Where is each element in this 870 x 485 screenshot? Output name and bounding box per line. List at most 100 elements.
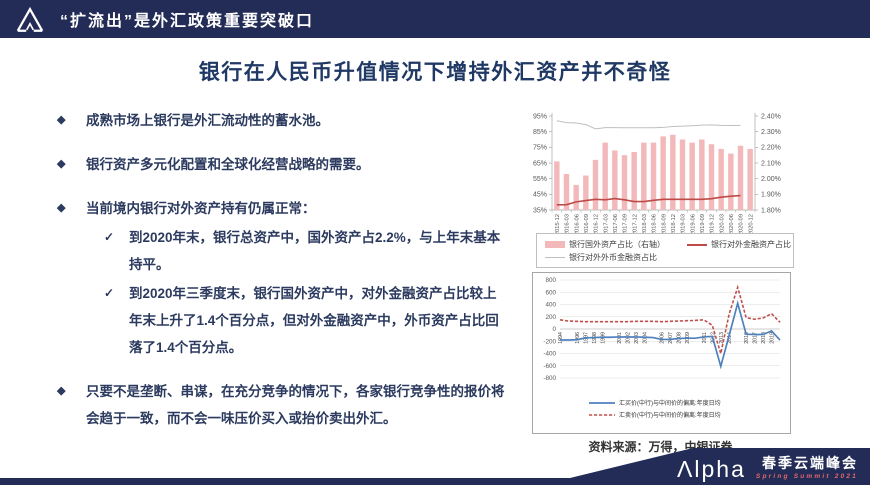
svg-text:2016-06: 2016-06 — [574, 214, 580, 233]
svg-text:200: 200 — [545, 314, 556, 321]
svg-text:2020-12: 2020-12 — [748, 214, 754, 233]
bullet-text: 只要不是垄断、串谋，在充分竞争的情况下，各家银行竞争性的报价将会趋于一致，而不会… — [86, 384, 505, 426]
svg-text:55%: 55% — [533, 176, 547, 183]
check-bullet-icon: ✓ — [104, 286, 115, 300]
bullet-item: ◆ 只要不是垄断、串谋，在充分竞争的情况下，各家银行竞争性的报价将会趋于一致，而不… — [57, 378, 509, 432]
bank-foreign-assets-ratio-chart: 35% 45% 55% 65% 75% 85% 95% 1.80% 1.90% 2.00% 2.10… — [533, 113, 781, 233]
bullet-item: ◆ 成熟市场上银行是外汇流动性的蓄水池。 — [57, 107, 509, 134]
legend-label: 银行对外金融资产占比 — [711, 240, 791, 249]
deviation-line-1 — [559, 284, 781, 354]
diamond-bullet-icon: ◆ — [57, 385, 66, 397]
bullet-text: 成熟市场上银行是外汇流动性的蓄水池。 — [86, 113, 329, 128]
bullet-item: ◆ 当前境内银行对外资产持有仍属正常： — [57, 195, 509, 222]
svg-text:2013: 2013 — [719, 332, 725, 344]
svg-text:400: 400 — [545, 302, 556, 309]
bullet-text: 到2020年三季度末，银行国外资产中，对外金融资产占比较上年末上升了1.4个百分… — [129, 286, 499, 355]
fx-rate-deviation-chart: 800 600 400 200 0 -200 -400 -600 -800 1994 1996 199… — [532, 272, 791, 434]
svg-text:2020-06: 2020-06 — [729, 214, 735, 233]
svg-text:2018-03: 2018-03 — [642, 214, 648, 233]
svg-text:2019-03: 2019-03 — [681, 214, 687, 233]
svg-text:2018-12: 2018-12 — [671, 214, 677, 233]
svg-text:汇卖价(中行)与中间价的偏离:年度日均: 汇卖价(中行)与中间价的偏离:年度日均 — [619, 411, 721, 419]
svg-text:2016: 2016 — [744, 332, 750, 344]
header-title: “扩流出”是外汇政策重要突破口 — [60, 13, 315, 30]
bullet-list: ◆ 成熟市场上银行是外汇流动性的蓄水池。 ◆ 银行资产多元化配置和全球化经营战略的需要… — [57, 107, 509, 432]
footer-brand: Λlpha 春季云端峰会 Spring Summit 2021 — [677, 455, 858, 482]
svg-text:2006: 2006 — [660, 332, 666, 344]
svg-text:600: 600 — [545, 289, 556, 296]
bullet-text: 当前境内银行对外资产持有仍属正常： — [86, 201, 316, 216]
svg-text:65%: 65% — [533, 160, 547, 167]
sub-bullet-item: ✓ 到2020年三季度末，银行国外资产中，对外金融资产占比较上年末上升了1.4个百… — [104, 280, 509, 361]
svg-text:2017-09: 2017-09 — [623, 214, 629, 233]
svg-text:2.20%: 2.20% — [761, 145, 781, 152]
svg-text:1.80%: 1.80% — [761, 207, 781, 214]
alpha-logo: Λlpha — [677, 456, 746, 482]
legend-label: 银行国外资产占比（右轴） — [569, 240, 665, 249]
svg-text:2019: 2019 — [770, 332, 776, 344]
svg-text:2017-03: 2017-03 — [603, 214, 609, 233]
svg-text:2019-09: 2019-09 — [700, 214, 706, 233]
svg-text:2003: 2003 — [634, 332, 640, 344]
deviation-line-0 — [560, 300, 781, 370]
gray-line-swatch-icon — [545, 257, 565, 258]
svg-text:2020-03: 2020-03 — [719, 214, 725, 233]
svg-text:2.30%: 2.30% — [761, 129, 781, 136]
top-chart-legend: 银行国外资产占比（右轴） 银行对外金融资产占比 银行对外外币金融资占比 — [536, 233, 794, 268]
svg-text:0: 0 — [552, 326, 556, 333]
svg-text:2018-09: 2018-09 — [661, 214, 667, 233]
legend-label: 银行对外外币金融资占比 — [569, 253, 657, 262]
svg-text:2001: 2001 — [617, 332, 623, 344]
header-bar: “扩流出”是外汇政策重要突破口 — [0, 0, 870, 38]
svg-text:汇买价(中行)与中间价的偏离:年度日均: 汇买价(中行)与中间价的偏离:年度日均 — [619, 399, 721, 407]
svg-text:1994: 1994 — [558, 332, 564, 344]
svg-text:2002: 2002 — [626, 332, 632, 344]
svg-text:75%: 75% — [533, 145, 547, 152]
event-title: 春季云端峰会 — [762, 455, 858, 471]
svg-text:-400: -400 — [543, 351, 556, 358]
check-bullet-icon: ✓ — [104, 230, 115, 244]
bullet-text: 银行资产多元化配置和全球化经营战略的需要。 — [86, 157, 370, 172]
legend-item-financial-assets: 银行对外金融资产占比 — [687, 238, 791, 251]
svg-text:2014: 2014 — [727, 332, 733, 344]
pink-bar-swatch-icon — [545, 241, 565, 248]
legend-item-foreign-assets: 银行国外资产占比（右轴） — [545, 238, 665, 251]
svg-text:2019-12: 2019-12 — [710, 214, 716, 233]
svg-text:2016-12: 2016-12 — [594, 214, 600, 233]
diamond-bullet-icon: ◆ — [57, 114, 66, 126]
svg-text:2020-09: 2020-09 — [739, 214, 745, 233]
bar-series — [554, 134, 753, 210]
svg-text:-200: -200 — [543, 338, 556, 345]
svg-text:2.10%: 2.10% — [761, 160, 781, 167]
event-subtitle: Spring Summit 2021 — [755, 473, 858, 480]
svg-text:1.90%: 1.90% — [761, 192, 781, 199]
svg-text:-600: -600 — [543, 363, 556, 370]
footer-banner — [0, 448, 870, 485]
sub-bullet-item: ✓ 到2020年末，银行总资产中，国外资产占2.2%，与上年末基本持平。 — [104, 224, 509, 278]
svg-text:2018: 2018 — [761, 332, 767, 344]
diamond-bullet-icon: ◆ — [57, 158, 66, 170]
line-series-1 — [556, 194, 741, 206]
svg-text:2016-09: 2016-09 — [584, 214, 590, 233]
svg-text:2007: 2007 — [668, 332, 674, 344]
svg-text:1996: 1996 — [575, 332, 581, 344]
red-line-swatch-icon — [687, 243, 707, 246]
svg-text:85%: 85% — [533, 129, 547, 136]
line-series-2 — [556, 120, 741, 130]
bullet-text: 到2020年末，银行总资产中，国外资产占2.2%，与上年末基本持平。 — [129, 230, 501, 272]
legend-item-fx-financial-assets: 银行对外外币金融资占比 — [545, 251, 657, 264]
svg-text:2015-12: 2015-12 — [555, 214, 561, 233]
svg-text:35%: 35% — [533, 207, 547, 214]
svg-text:2.40%: 2.40% — [761, 113, 781, 120]
svg-text:2018-06: 2018-06 — [652, 214, 658, 233]
svg-text:95%: 95% — [533, 113, 547, 120]
svg-text:2017-12: 2017-12 — [632, 214, 638, 233]
alpha-triangle-logo-icon — [16, 6, 44, 32]
page-title: 银行在人民币升值情况下增持外汇资产并不奇怪 — [198, 61, 672, 84]
svg-text:2017-06: 2017-06 — [613, 214, 619, 233]
svg-text:2016-03: 2016-03 — [565, 214, 571, 233]
svg-text:-800: -800 — [543, 375, 556, 382]
svg-text:800: 800 — [545, 277, 556, 284]
